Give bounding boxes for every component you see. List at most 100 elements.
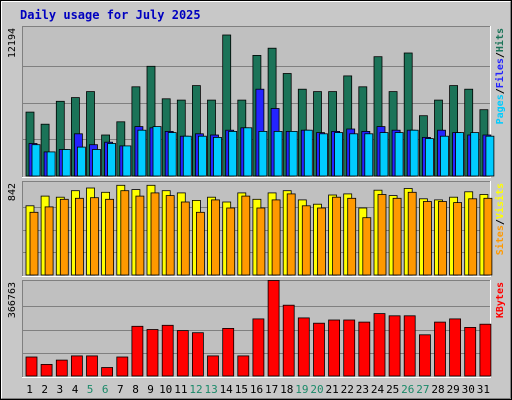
- panel-kbytes: 366763 KBytes: [7, 280, 506, 378]
- visits-bar-sites: [105, 198, 114, 276]
- kbytes-bar-kbytes: [449, 318, 462, 377]
- kbytes-bar-kbytes: [313, 322, 325, 377]
- visits-bar-sites: [75, 197, 84, 276]
- visits-bar-sites: [29, 211, 39, 276]
- kbytes-bar-kbytes: [282, 304, 295, 377]
- kbytes-bar-kbytes: [403, 315, 416, 377]
- x-tick-label: 25: [386, 383, 399, 396]
- kbytes-bar-kbytes: [267, 280, 280, 377]
- hits-bar-pages: [197, 135, 207, 177]
- visits-bar-sites: [453, 202, 463, 276]
- kbytes-bar-kbytes: [343, 319, 356, 377]
- visits-bar-sites: [392, 197, 402, 276]
- hits-bar-pages: [152, 126, 162, 177]
- visits-bar-sites: [407, 191, 417, 276]
- kbytes-bar-kbytes: [479, 323, 492, 377]
- x-tick-label: 30: [462, 383, 475, 396]
- visits-bar-sites: [332, 196, 342, 276]
- hits-legend-item: /: [495, 88, 506, 94]
- hits-bar-pages: [61, 149, 71, 177]
- hits-bar-pages: [77, 146, 86, 177]
- x-tick-label: 19: [295, 383, 308, 396]
- kbytes-bar-kbytes: [358, 321, 371, 377]
- x-tick-label: 23: [356, 383, 369, 396]
- hits-bar-pages: [243, 127, 253, 177]
- visits-bar-sites: [165, 195, 175, 276]
- kbytes-legend: KBytes: [495, 282, 506, 318]
- x-tick-label: 31: [477, 383, 490, 396]
- kbytes-legend-item: KBytes: [495, 282, 506, 318]
- visits-max-label: 842: [7, 183, 18, 201]
- x-tick-label: 16: [250, 383, 263, 396]
- hits-bar-pages: [319, 133, 328, 177]
- visits-bar-sites: [362, 217, 372, 276]
- hits-bar-pages: [258, 130, 268, 177]
- kbytes-bar-kbytes: [25, 356, 38, 377]
- x-tick-label: 17: [265, 383, 278, 396]
- kbytes-bar-kbytes: [373, 313, 386, 377]
- x-tick-label: 21: [325, 383, 338, 396]
- x-tick-label: 5: [87, 383, 94, 396]
- kbytes-bar-kbytes: [328, 319, 341, 377]
- kbytes-bar-kbytes: [464, 326, 477, 377]
- visits-bar-sites: [422, 201, 432, 276]
- x-tick-label: 18: [280, 383, 293, 396]
- hits-legend-item: Pages: [495, 94, 506, 124]
- x-tick-label: 1: [26, 383, 33, 396]
- visits-bar-sites: [301, 205, 311, 276]
- visits-bar-sites: [271, 199, 281, 276]
- visits-bar-sites: [59, 198, 69, 276]
- visits-legend-item: /: [495, 219, 506, 225]
- kbytes-max-label: 366763: [7, 282, 18, 318]
- kbytes-bar-kbytes: [191, 332, 204, 377]
- hits-bar-pages: [485, 135, 495, 177]
- hits-legend: Pages/Files/Hits: [494, 28, 506, 124]
- kbytes-bar-kbytes: [207, 355, 219, 377]
- hits-bar-pages: [303, 129, 313, 177]
- hits-bar-pages: [470, 132, 480, 177]
- hits-bar-pages: [46, 151, 56, 177]
- x-tick-label: 12: [189, 383, 202, 396]
- kbytes-bar-kbytes: [418, 334, 431, 377]
- x-tick-label: 28: [431, 383, 444, 396]
- kbytes-bar-kbytes: [101, 367, 113, 377]
- hits-bar-pages: [31, 144, 41, 177]
- hits-bar-pages: [122, 145, 132, 177]
- hits-bar-pages: [288, 130, 298, 177]
- x-tick-label: 29: [447, 383, 460, 396]
- kbytes-bar-kbytes: [71, 355, 83, 377]
- visits-bar-sites: [150, 192, 160, 276]
- visits-legend-item: Visits: [494, 183, 506, 219]
- hits-bar-pages: [182, 135, 192, 177]
- x-tick-label: 10: [159, 383, 172, 396]
- kbytes-bar-kbytes: [388, 315, 401, 377]
- kbytes-bar-kbytes: [252, 318, 265, 377]
- hits-bar-pages: [440, 135, 449, 177]
- x-tick-label: 7: [117, 383, 124, 396]
- hits-legend-item: /: [495, 52, 506, 58]
- kbytes-bar-kbytes: [86, 355, 98, 377]
- x-tick-label: 24: [371, 383, 385, 396]
- hits-bar-pages: [455, 132, 465, 177]
- hits-bar-pages: [273, 130, 283, 177]
- hits-legend-item: Files: [494, 58, 506, 88]
- kbytes-bar-kbytes: [237, 355, 250, 377]
- x-axis-labels: 1 2 3 4 5 6 7 8 9 10 11 12 13 14 15 16 17 18 19 20 21 22 23 24 2…: [26, 383, 490, 396]
- x-tick-label: 27: [416, 383, 429, 396]
- hits-bar-pages: [394, 132, 404, 177]
- x-tick-label: 8: [132, 383, 139, 396]
- visits-bar-sites: [211, 199, 220, 276]
- visits-bar-sites: [120, 190, 130, 276]
- hits-bar-pages: [92, 149, 101, 177]
- hits-bar-pages: [334, 132, 344, 177]
- visits-bar-sites: [135, 195, 145, 276]
- hits-bar-pages: [379, 132, 389, 177]
- hits-bar-pages: [228, 130, 238, 177]
- visits-bar-sites: [468, 198, 478, 276]
- kbytes-bar-kbytes: [161, 324, 174, 377]
- visits-bar-sites: [195, 211, 205, 276]
- hits-legend-item: Hits: [494, 28, 506, 52]
- visits-bar-sites: [483, 197, 493, 276]
